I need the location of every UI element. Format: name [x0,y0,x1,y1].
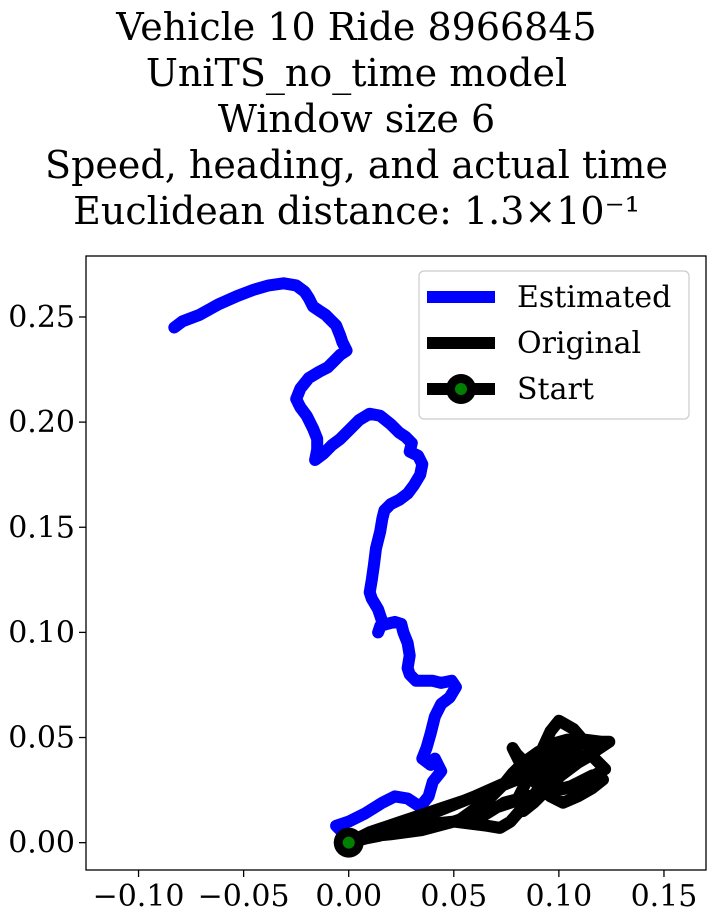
x-tick-label: −0.05 [198,879,290,914]
title-line-3: Window size 6 [217,97,496,141]
x-tick-label: 0.00 [315,879,382,914]
y-tick-label: 0.20 [8,405,75,440]
legend: Estimated Original Start [418,270,690,420]
legend-label-start: Start [517,372,594,407]
title-line-5: Euclidean distance: 1.3×10⁻¹ [73,189,640,233]
legend-start-marker-inner [455,383,467,395]
chart-title: Vehicle 10 Ride 8966845 UniTS_no_time mo… [0,4,713,234]
x-tick-label: −0.10 [93,879,185,914]
legend-label-estimated: Estimated [517,280,671,315]
y-tick-label: 0.00 [8,826,75,861]
series-layer [168,277,616,849]
y-tick-label: 0.05 [8,721,75,756]
start-layer [333,827,364,858]
axis-layer: −0.10 −0.05 0.00 0.05 0.10 0.15 0.00 0.05 0.10 0.… [8,300,697,914]
title-line-2: UniTS_no_time model [145,51,568,95]
y-tick-label: 0.25 [8,300,75,335]
x-tick-label: 0.05 [420,879,487,914]
plot-frame [85,255,707,871]
series-line-original [342,714,616,849]
series-line-estimated [168,277,462,849]
x-tick-label: 0.15 [631,879,698,914]
legend-box [418,270,690,420]
start-marker-inner [342,836,355,849]
title-line-4: Speed, heading, and actual time [45,143,668,187]
legend-label-original: Original [517,326,641,361]
x-tick-label: 0.10 [525,879,592,914]
y-tick-label: 0.10 [8,615,75,650]
y-tick-label: 0.15 [8,510,75,545]
title-line-1: Vehicle 10 Ride 8966845 [116,5,597,49]
